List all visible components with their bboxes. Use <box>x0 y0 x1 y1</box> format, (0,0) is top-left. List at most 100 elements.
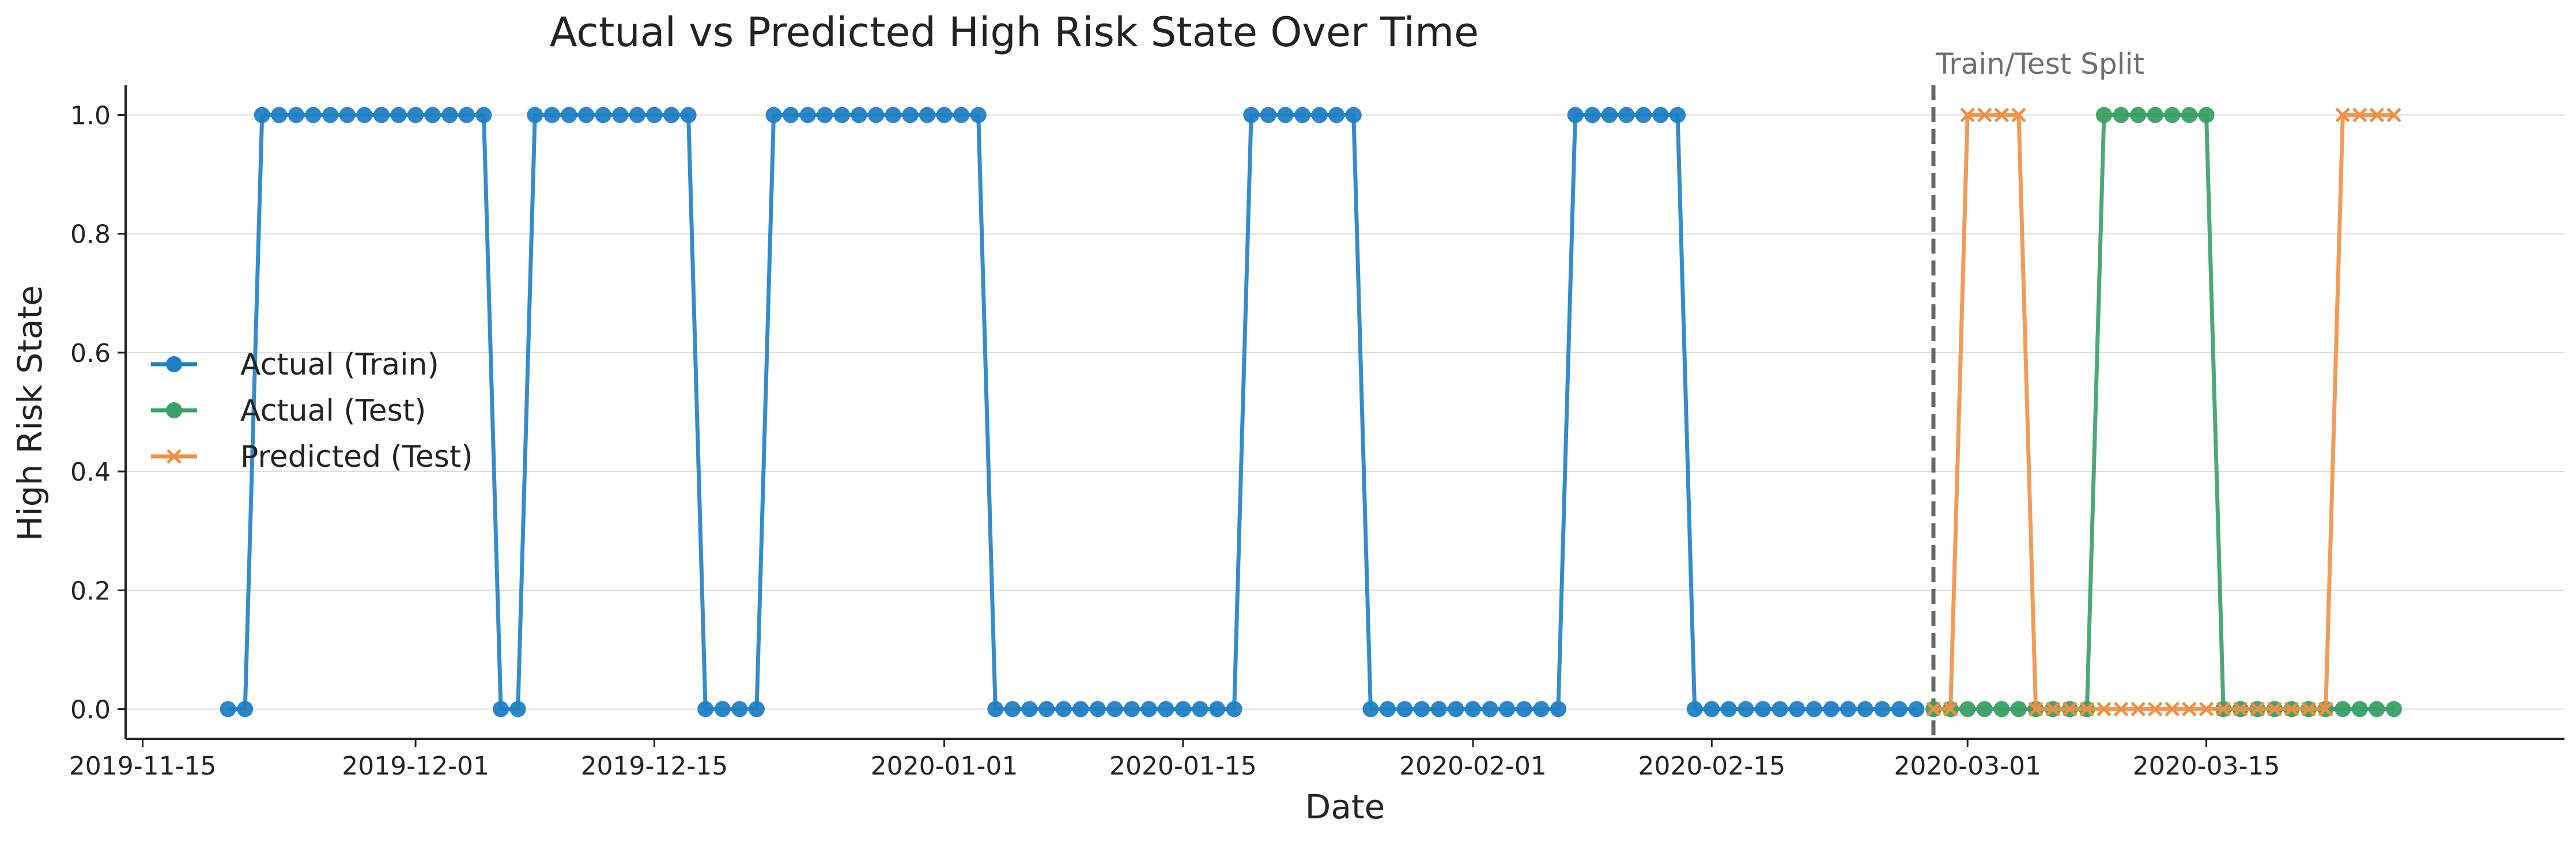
data-point <box>373 107 390 123</box>
data-point <box>2147 701 2163 717</box>
data-point <box>1072 701 1089 717</box>
data-point <box>1379 701 1396 717</box>
x-tick-label: 2020-02-15 <box>1638 751 1785 781</box>
data-point <box>1823 701 1840 717</box>
train-test-split: Train/Test Split <box>1931 47 2144 739</box>
series-1 <box>220 107 1925 717</box>
data-point <box>1089 701 1106 717</box>
x-tick-label: 2020-01-01 <box>871 751 1018 781</box>
data-point <box>1482 701 1498 717</box>
data-point <box>2010 701 2027 717</box>
data-point <box>1908 701 1925 717</box>
data-point <box>953 107 970 123</box>
data-point <box>885 107 901 123</box>
series-line <box>1933 113 2394 711</box>
data-point <box>1959 701 1976 717</box>
data-point <box>2113 701 2129 717</box>
y-tick-label: 0.6 <box>70 339 111 368</box>
data-point <box>2165 701 2180 717</box>
y-axis-label: High Risk State <box>10 285 50 541</box>
data-point <box>2335 701 2351 717</box>
data-point <box>1464 701 1481 717</box>
data-point <box>407 107 424 123</box>
data-point <box>2301 701 2316 717</box>
data-point <box>902 107 919 123</box>
series-layer <box>220 107 2403 717</box>
data-point <box>475 107 492 123</box>
data-point <box>2011 107 2026 123</box>
data-point <box>2318 701 2333 717</box>
data-point <box>1704 701 1720 717</box>
legend-label: Predicted (Test) <box>240 440 473 474</box>
data-point <box>1789 701 1806 717</box>
legend-marker <box>166 402 182 418</box>
data-point <box>254 107 270 123</box>
data-point <box>799 107 816 123</box>
data-point <box>1840 701 1857 717</box>
legend-marker <box>167 449 182 464</box>
x-axis-label: Date <box>1305 787 1385 826</box>
series-3 <box>1926 107 2401 717</box>
data-point <box>1994 107 2010 123</box>
legend: Actual (Train) Actual (Test) Predicted (Te… <box>151 348 473 474</box>
data-point <box>1755 701 1772 717</box>
series-2 <box>1925 107 2403 717</box>
data-point <box>1516 701 1532 717</box>
data-point <box>1140 701 1157 717</box>
data-point <box>1686 701 1703 717</box>
data-point <box>1499 701 1516 717</box>
y-tick-label: 1.0 <box>70 101 111 131</box>
data-point <box>2181 107 2197 123</box>
data-point <box>1124 701 1140 717</box>
data-point <box>646 107 663 123</box>
data-point <box>561 107 577 123</box>
axes: 0.0 0.2 0.4 0.6 0.8 1.0 2019-11-15 2019-12-01 20… <box>69 85 2564 781</box>
data-point <box>1192 701 1208 717</box>
data-point <box>1294 107 1311 123</box>
data-point <box>305 107 322 123</box>
data-point <box>271 107 288 123</box>
data-point <box>919 107 935 123</box>
data-point <box>783 107 799 123</box>
data-point <box>970 107 987 123</box>
data-point <box>987 701 1004 717</box>
data-point <box>1960 107 1975 123</box>
data-point <box>288 107 304 123</box>
x-tick-label: 2019-12-01 <box>342 751 489 781</box>
data-point <box>2045 701 2060 717</box>
data-point <box>936 107 953 123</box>
data-point <box>2198 107 2215 123</box>
data-point <box>1414 701 1430 717</box>
data-point <box>509 701 526 717</box>
data-point <box>1806 701 1822 717</box>
data-point <box>1345 107 1362 123</box>
data-point <box>1567 107 1584 123</box>
data-point <box>339 107 356 123</box>
data-point <box>1738 701 1754 717</box>
y-tick-label: 0.2 <box>70 576 111 606</box>
data-point <box>1243 107 1260 123</box>
data-point <box>2335 107 2351 123</box>
data-point <box>765 107 782 123</box>
data-point <box>1448 701 1464 717</box>
data-point <box>1550 701 1566 717</box>
data-point <box>390 107 407 123</box>
data-point <box>2267 701 2282 717</box>
data-point <box>2369 107 2385 123</box>
data-point <box>527 107 543 123</box>
data-point <box>629 107 645 123</box>
data-point <box>2113 107 2129 123</box>
x-tick-label: 2020-03-01 <box>1894 751 2041 781</box>
data-point <box>663 107 680 123</box>
data-point <box>1038 701 1055 717</box>
data-point <box>441 107 458 123</box>
legend-item: Actual (Test) <box>151 394 426 428</box>
data-point <box>1362 701 1379 717</box>
data-point <box>493 701 509 717</box>
data-point <box>1328 107 1345 123</box>
data-point <box>2062 701 2078 717</box>
data-point <box>2182 701 2197 717</box>
data-point <box>2386 701 2403 717</box>
data-point <box>1021 701 1038 717</box>
legend-item: Actual (Train) <box>151 348 439 382</box>
